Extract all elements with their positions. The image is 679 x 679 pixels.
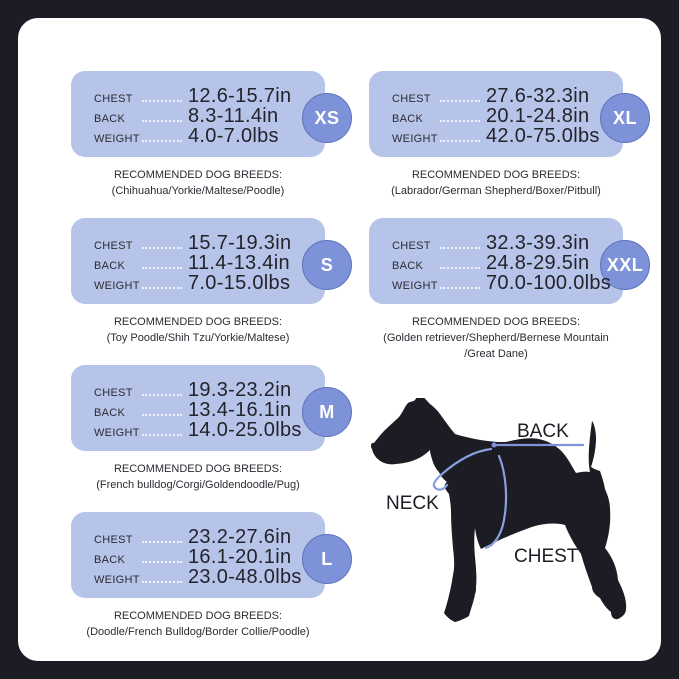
svg-text:CHEST: CHEST [514,546,579,567]
svg-text:NECK: NECK [386,493,439,514]
svg-text:BACK: BACK [517,421,569,442]
